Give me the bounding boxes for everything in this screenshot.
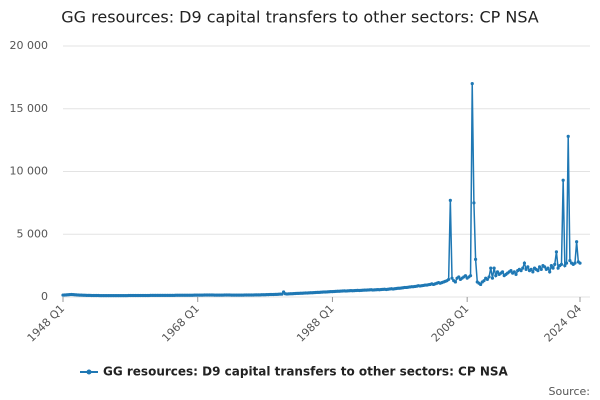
y-tick-label: 5 000 [17, 227, 49, 240]
point [573, 261, 577, 265]
point [575, 240, 579, 244]
point [448, 198, 452, 202]
point [526, 265, 530, 269]
point [556, 266, 560, 270]
x-tick-label: 1968 Q1 [159, 302, 202, 345]
point [512, 270, 516, 274]
point [490, 276, 495, 280]
x-tick-label: 2024 Q4 [542, 302, 585, 345]
point [553, 262, 557, 266]
point [482, 279, 486, 283]
legend-label: GG resources: D9 capital transfers to ot… [103, 365, 509, 379]
point [450, 276, 454, 280]
point [529, 267, 533, 271]
point [537, 265, 542, 269]
point [548, 270, 552, 274]
point [559, 262, 564, 266]
point [546, 266, 550, 270]
point [479, 282, 483, 287]
point [539, 267, 543, 271]
point [492, 266, 496, 270]
point [485, 277, 489, 282]
point [561, 178, 565, 182]
point [473, 257, 478, 261]
point [489, 266, 493, 270]
point [566, 134, 570, 138]
point [468, 274, 473, 278]
y-tick-label: 10 000 [10, 165, 49, 178]
point [563, 264, 567, 268]
point [543, 265, 547, 269]
point [519, 269, 523, 273]
point [487, 275, 491, 279]
x-tick-label: 2008 Q1 [429, 302, 472, 345]
point [453, 280, 457, 284]
point [463, 274, 468, 278]
point [470, 82, 474, 86]
point [509, 269, 513, 273]
y-tick-label: 20 000 [10, 39, 49, 52]
point [549, 264, 553, 268]
point [531, 270, 535, 274]
legend-marker [86, 369, 92, 375]
point [578, 261, 582, 265]
x-tick-label: 1948 Q1 [25, 302, 68, 345]
point [472, 201, 476, 205]
y-tick-label: 0 [41, 290, 48, 303]
point [494, 274, 498, 278]
point [568, 259, 572, 263]
point [564, 261, 569, 265]
source: Source: [549, 385, 591, 398]
point [536, 269, 540, 273]
point [522, 261, 527, 265]
point [457, 275, 461, 279]
x-tick-label: 1988 Q1 [294, 302, 337, 345]
point [500, 270, 505, 274]
point [514, 272, 518, 277]
series-line [62, 83, 581, 297]
point [495, 270, 500, 274]
point [521, 266, 525, 270]
point [524, 267, 528, 271]
point [554, 250, 559, 254]
y-tick-label: 15 000 [10, 102, 49, 115]
point [447, 277, 451, 282]
point [551, 266, 555, 270]
chart-title: GG resources: D9 capital transfers to ot… [61, 8, 539, 27]
